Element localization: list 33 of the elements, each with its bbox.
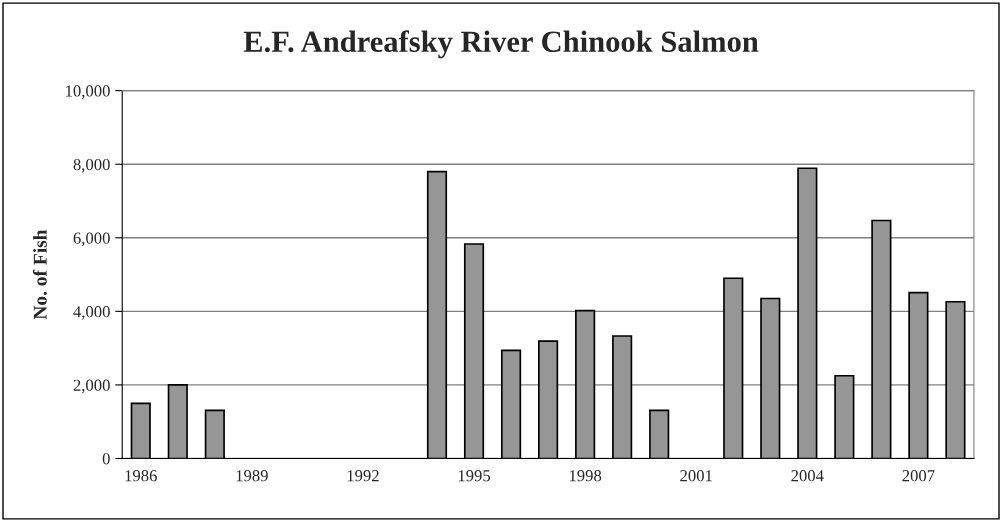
bar [871, 219, 892, 459]
bar [908, 291, 929, 459]
y-tick-label: 10,000 [66, 85, 110, 99]
y-tick-label: 2,000 [73, 379, 110, 394]
x-tick-label: 1992 [347, 470, 379, 482]
bar [834, 374, 855, 459]
bar [723, 277, 744, 459]
x-tick-label: 2001 [680, 470, 712, 482]
x-tick-label: 2007 [902, 470, 935, 482]
bar [167, 384, 188, 459]
y-tick-label: 6,000 [73, 232, 110, 247]
bar [797, 167, 818, 459]
y-axis-title: No. of Fish [32, 229, 47, 320]
bar [612, 335, 633, 459]
bar [649, 409, 670, 459]
y-tick-label: 8,000 [73, 158, 110, 173]
bar [945, 300, 966, 459]
x-tick-label: 1998 [569, 470, 602, 482]
bar [500, 349, 522, 459]
y-tick-label: 4,000 [73, 306, 110, 320]
bar [130, 402, 151, 459]
chart-title: E.F. Andreafsky River Chinook Salmon [243, 30, 759, 59]
bar [538, 340, 559, 459]
bar [204, 409, 225, 459]
x-tick-label: 2004 [791, 470, 824, 482]
bar [760, 297, 781, 459]
y-tick-label: 0 [102, 453, 110, 465]
bar [463, 243, 485, 459]
bar [575, 309, 596, 459]
x-tick-label: 1989 [236, 470, 268, 482]
x-tick-label: 1995 [458, 470, 491, 482]
bar [426, 170, 448, 459]
x-tick-label: 1986 [125, 470, 157, 482]
